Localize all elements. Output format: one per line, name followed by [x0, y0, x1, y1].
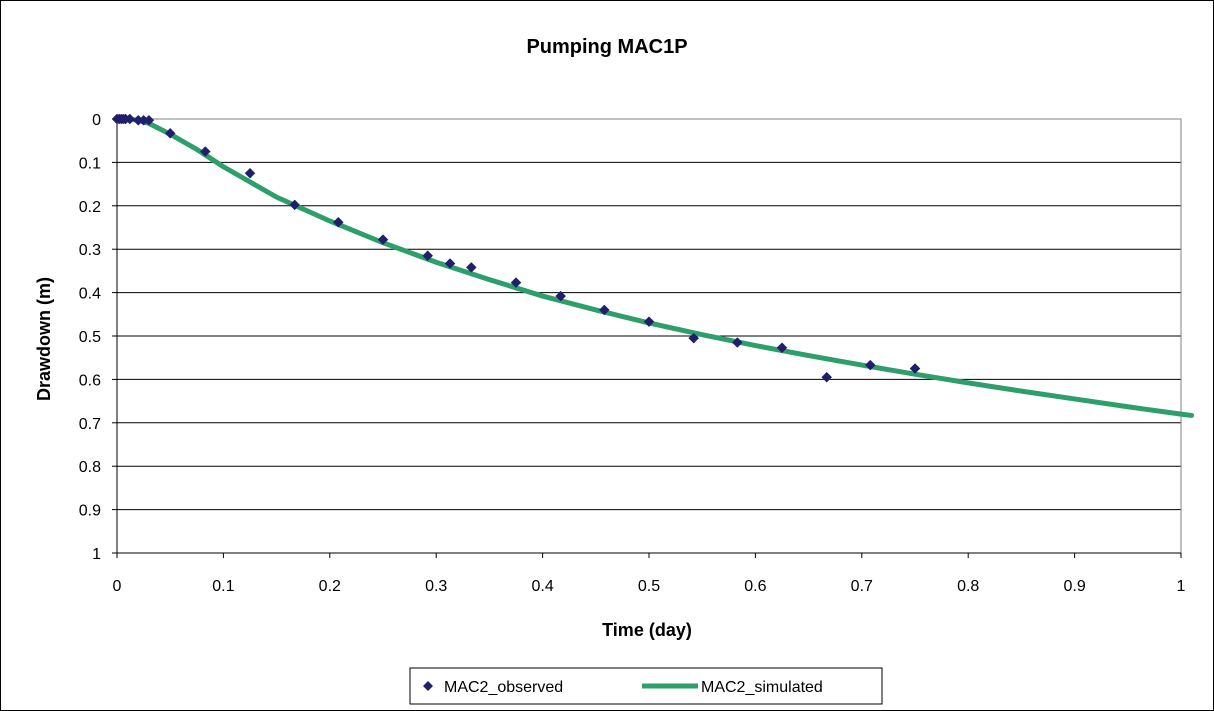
observed-point [289, 199, 301, 211]
observed-point [821, 371, 833, 383]
observed-point [688, 332, 700, 344]
x-tick-label: 1 [1177, 578, 1186, 595]
x-tick-label: 0.7 [851, 578, 873, 595]
y-tick-label: 0.4 [79, 286, 101, 303]
legend: MAC2_observed MAC2_simulated [409, 667, 883, 705]
x-tick-label: 0.2 [319, 578, 341, 595]
y-tick-label: 0.3 [79, 242, 101, 259]
observed-point [776, 342, 788, 354]
observed-point [598, 304, 610, 316]
grid-lines [117, 118, 1181, 554]
observed-point [444, 258, 456, 269]
x-axis-ticks: 0 0.1 0.2 0.3 0.4 0.5 0.6 0.7 0.8 0.9 1 [113, 552, 1186, 595]
legend-observed-label: MAC2_observed [444, 679, 563, 696]
x-tick-label: 0.3 [425, 578, 447, 595]
observed-point [510, 277, 522, 288]
y-tick-label: 0.1 [79, 155, 101, 172]
observed-point [244, 167, 256, 179]
y-tick-label: 0.9 [79, 503, 101, 520]
x-axis-title: Time (day) [602, 620, 692, 640]
x-tick-label: 0.4 [531, 578, 553, 595]
simulated-line [114, 116, 1195, 418]
x-tick-label: 0.8 [957, 578, 979, 595]
observed-point [465, 262, 477, 273]
legend-simulated-label: MAC2_simulated [701, 679, 823, 696]
x-tick-label: 0.5 [638, 578, 660, 595]
legend-diamond-icon [423, 681, 433, 691]
observed-point [143, 114, 155, 126]
y-tick-label: 0.8 [79, 459, 101, 476]
observed-series [111, 113, 921, 383]
x-tick-label: 0 [113, 578, 122, 595]
x-tick-label: 0.6 [744, 578, 766, 595]
y-tick-label: 0.2 [79, 199, 101, 216]
y-tick-label: 0.6 [79, 372, 101, 389]
observed-point [643, 316, 655, 328]
y-tick-label: 1 [92, 546, 101, 563]
observed-point [864, 359, 876, 371]
observed-point [332, 216, 344, 228]
legend-observed-marker [423, 681, 433, 691]
x-tick-label: 0.1 [212, 578, 234, 595]
observed-point [199, 146, 211, 157]
y-axis-ticks: 0 0.1 0.2 0.3 0.4 0.5 0.6 0.7 0.8 0.9 1 [79, 112, 118, 563]
observed-point [555, 290, 567, 302]
x-tick-label: 0.9 [1063, 578, 1085, 595]
y-tick-label: 0 [92, 112, 101, 129]
observed-point [124, 113, 136, 125]
observed-point [909, 363, 921, 374]
chart-title: Pumping MAC1P [526, 36, 687, 58]
observed-point [731, 337, 743, 348]
y-axis-title: Drawdown (m) [34, 277, 54, 401]
y-tick-label: 0.5 [79, 329, 101, 346]
y-tick-label: 0.7 [79, 416, 101, 433]
observed-point [422, 250, 434, 262]
simulated-series [114, 116, 1195, 418]
observed-point [377, 234, 389, 246]
observed-point [164, 127, 176, 139]
